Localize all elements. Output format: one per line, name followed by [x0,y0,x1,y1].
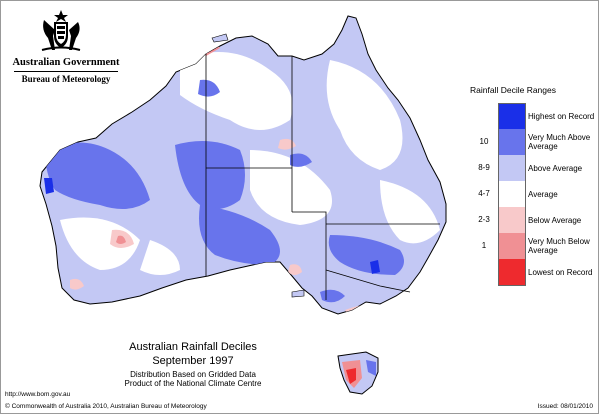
vmba-region-wa [116,235,126,244]
below-avg-region-interior [278,138,296,150]
legend-item-range: 4-7 [478,189,490,198]
map-title: Australian Rainfall Deciles [129,341,257,353]
copyright-text: © Commonwealth of Australia 2010, Austra… [5,403,207,410]
legend-item-range [470,103,498,129]
legend-item-range: 10 [479,137,489,146]
legend-item: 2-3 Below Average [470,207,598,233]
map-title-block: Australian Rainfall Deciles September 19… [108,341,278,388]
vmaa-region-qld [290,153,312,167]
legend-item-range: 8-9 [478,163,490,172]
average-region-north [180,52,293,130]
map-period: September 1997 [152,355,234,367]
legend-item-swatch [498,155,526,181]
average-region-southwest [140,240,180,275]
below-avg-region-sa [288,264,302,275]
average-region-central [250,150,332,225]
legend-item-swatch [498,207,526,233]
legend-item-label: Above Average [528,163,583,173]
vmaa-region-west [45,142,150,209]
tasmania-vmaa-region [366,360,376,376]
legend-item: 1 Very Much Below Average [470,233,598,259]
legend-item-label: Very Much Above Average [528,133,591,151]
legend-item: 4-7 Average [470,181,598,207]
record-high-region-west [44,178,54,194]
legend-item: Highest on Record [470,103,598,130]
legend-item-swatch [498,181,526,207]
legend-title: Rainfall Decile Ranges [470,85,556,95]
legend-item: 8-9 Above Average [470,155,598,181]
coat-of-arms-icon [41,10,81,51]
legend-item-swatch [498,259,526,286]
legend-item-label: Average [528,189,558,199]
legend-item-label: Below Average [528,215,582,225]
government-header: Australian Government Bureau of Meteorol… [10,57,122,84]
government-name: Australian Government [12,57,120,68]
legend-item: Lowest on Record [470,259,598,286]
kangaroo-island [291,289,305,298]
legend-item-swatch [498,129,526,155]
tasmania-record-low-region [346,368,356,384]
vmaa-region-southeast [328,235,404,275]
record-high-region-nsw [370,260,380,274]
vmaa-region-center [175,141,245,209]
legend-item-range [470,259,498,285]
below-avg-region-wa-south [70,278,84,290]
map-subtitle-distribution: Distribution Based on Gridded Data [130,370,256,379]
bureau-name: Bureau of Meteorology [21,74,111,84]
vmaa-region-southcentral [199,205,280,265]
average-region-east [380,180,440,244]
vmaa-region-north [198,79,220,97]
legend-item-range: 2-3 [478,215,490,224]
melville-island [211,33,229,43]
header-divider [14,71,118,72]
nsw-vic-border [325,269,411,293]
website-link[interactable]: http://www.bom.gov.au [5,391,71,398]
sa-qld-border [292,211,327,224]
legend-item-swatch [498,233,526,259]
legend-item-label: Very Much Below Average [528,237,590,255]
legend-item-label: Lowest on Record [528,267,593,277]
legend-item-range: 1 [481,241,487,250]
legend-item-swatch [498,103,526,130]
legend-item: 10 Very Much Above Average [470,129,598,155]
map-subtitle-product: Product of the National Climate Centre [124,379,262,388]
issued-date: Issued: 08/01/2010 [537,403,593,410]
legend-item-label: Highest on Record [528,111,595,121]
average-region-northeast [326,60,403,170]
